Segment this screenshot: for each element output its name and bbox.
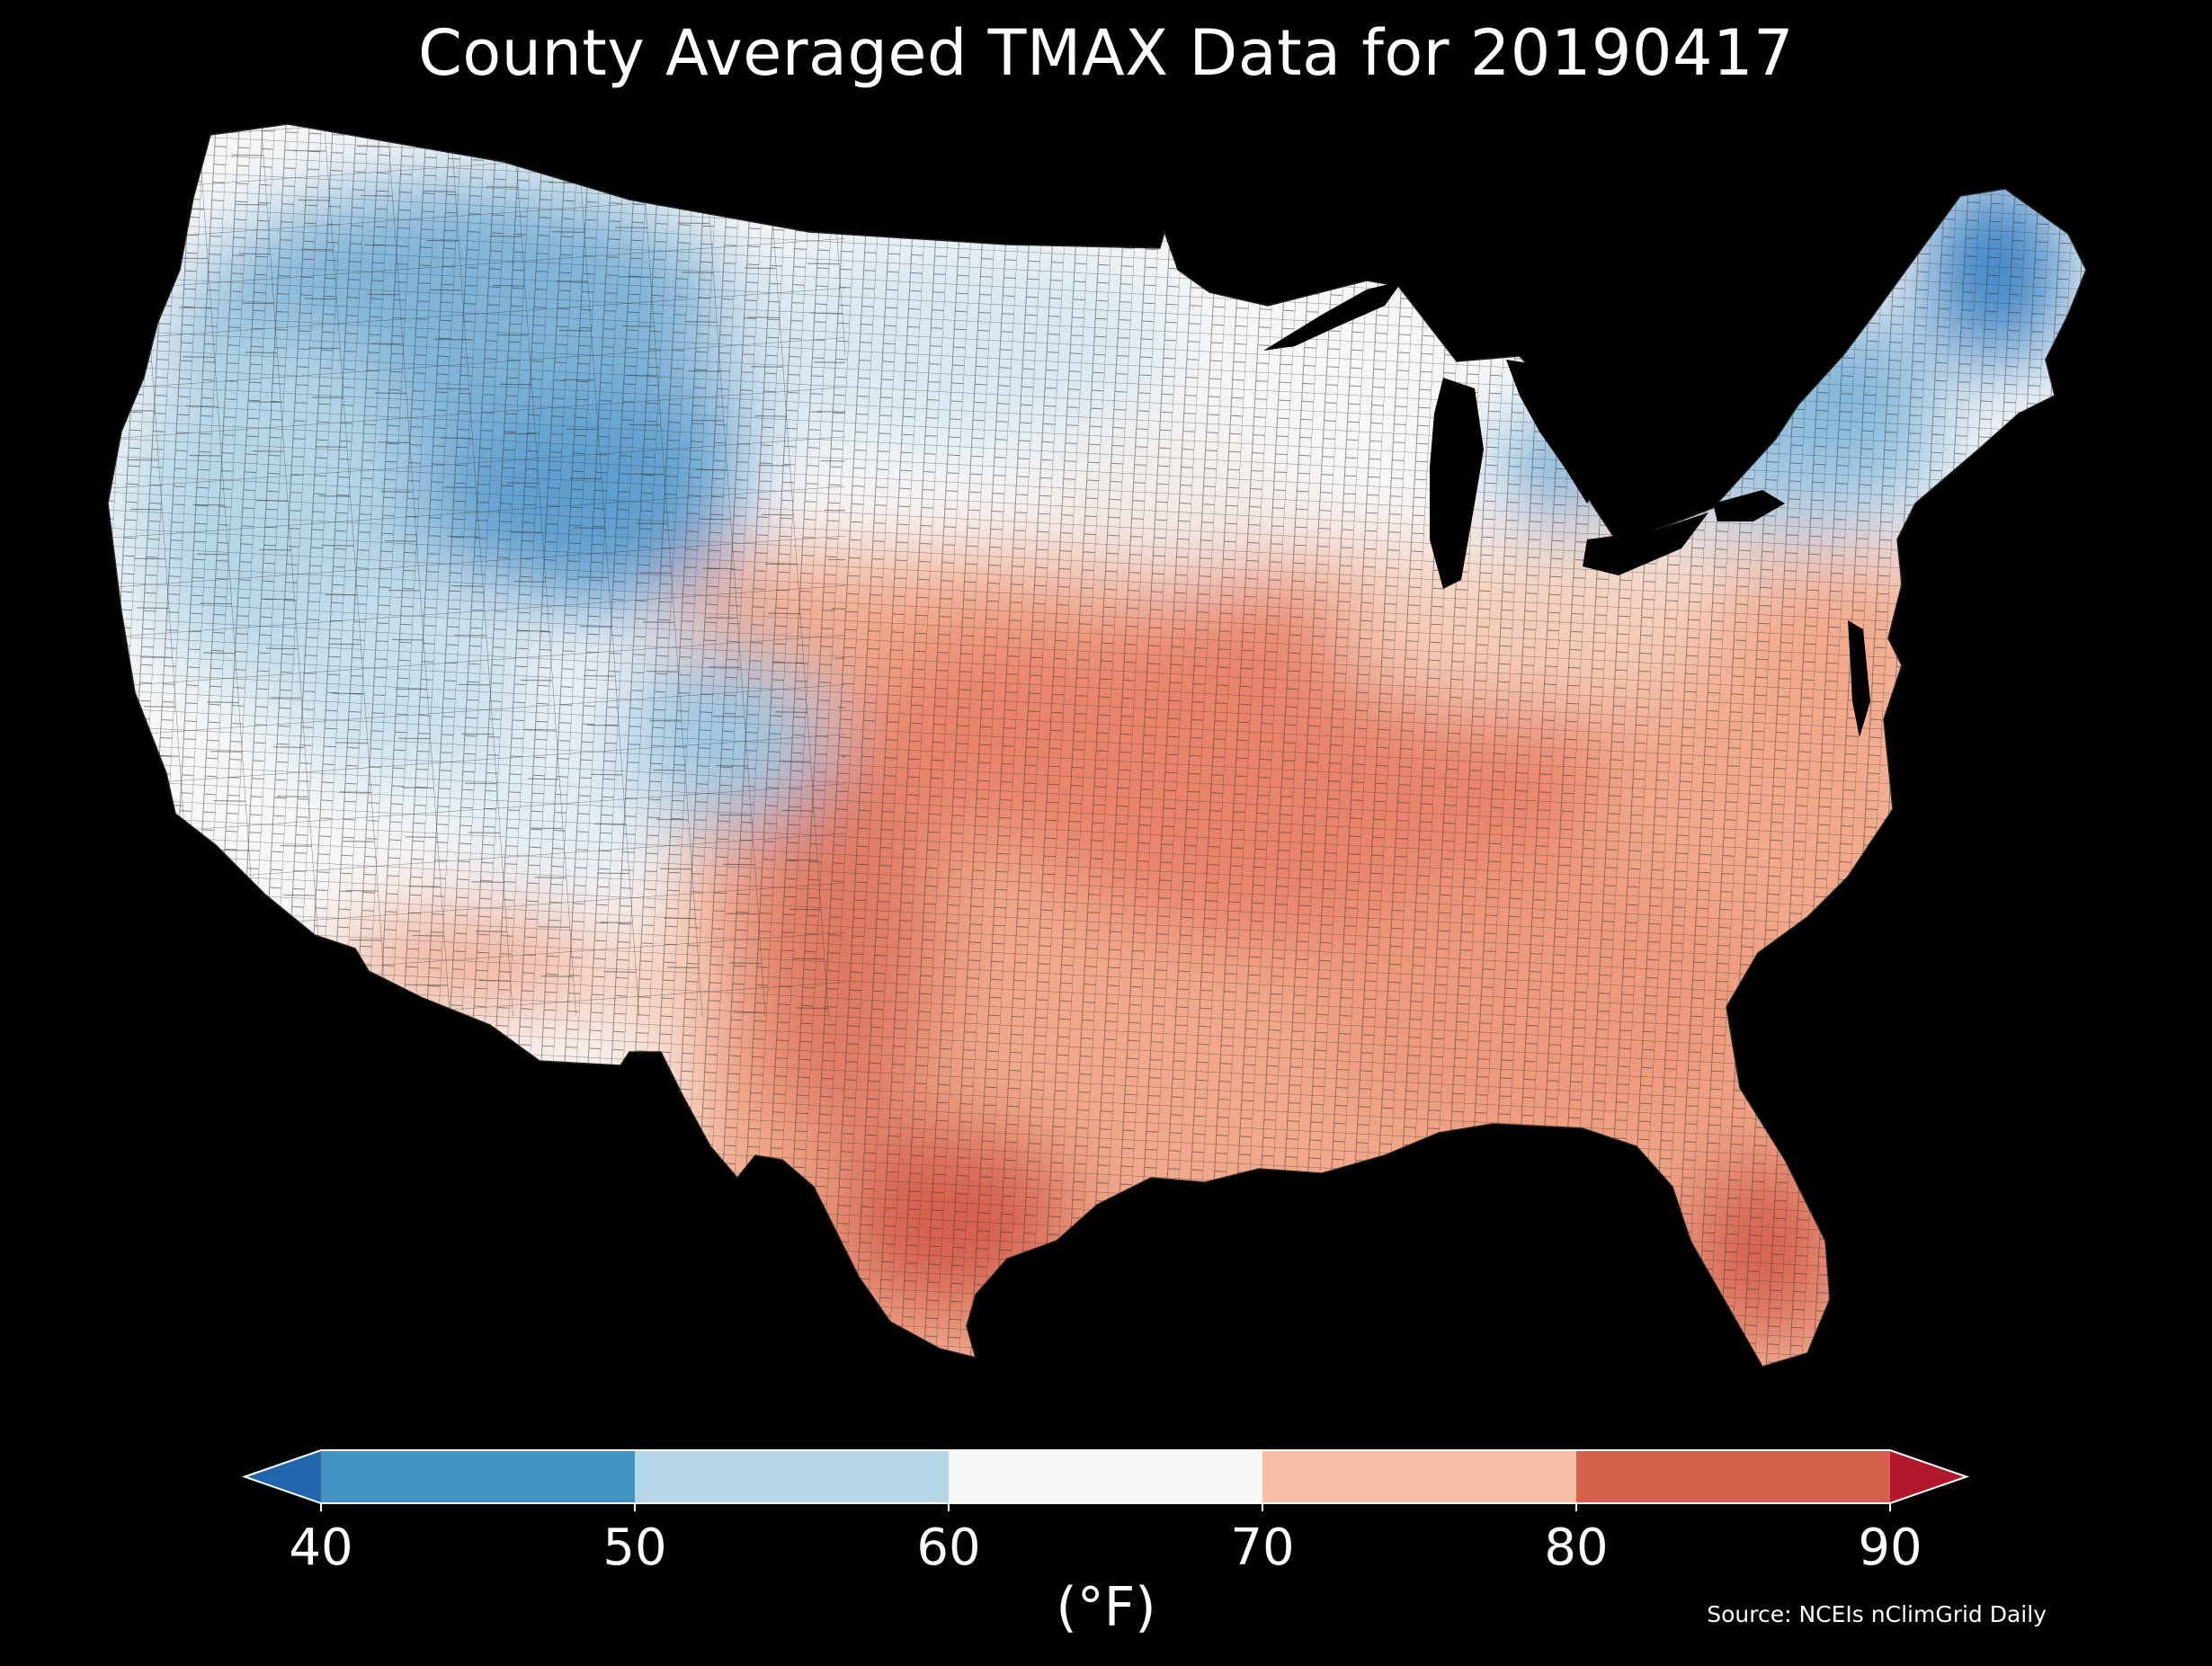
colorbar-tick-label: 70 xyxy=(1230,1519,1294,1577)
colorbar-tick-label: 40 xyxy=(289,1519,352,1577)
map-title: County Averaged TMAX Data for 20190417 xyxy=(417,16,1795,90)
colorbar-bin-70-80 xyxy=(1262,1450,1576,1503)
colorbar-tick-label: 60 xyxy=(916,1519,980,1577)
lake-huron xyxy=(1506,360,1610,503)
colorbar-bin-40-50 xyxy=(321,1450,635,1503)
lake-superior xyxy=(1263,281,1403,351)
lake-erie xyxy=(1583,512,1708,575)
colorbar-bin-50-60 xyxy=(635,1450,949,1503)
colorbar-tick-label: 50 xyxy=(602,1519,666,1577)
colorbar-bin-60-70 xyxy=(949,1450,1262,1503)
chesapeake-bay xyxy=(1848,620,1870,737)
colorbar-tick-label: 80 xyxy=(1544,1519,1608,1577)
colorbar-unit-label: (°F) xyxy=(1056,1576,1155,1639)
colorbar-extend-high xyxy=(1890,1450,1967,1503)
source-note: Source: NCEIs nClimGrid Daily xyxy=(1707,1601,2047,1627)
lake-michigan xyxy=(1430,378,1484,589)
lake-ontario xyxy=(1713,490,1785,521)
colorbar-tick-label: 90 xyxy=(1858,1519,1922,1577)
colorbar-extend-low xyxy=(245,1450,321,1503)
colorbar-bin-80-90 xyxy=(1576,1450,1890,1503)
